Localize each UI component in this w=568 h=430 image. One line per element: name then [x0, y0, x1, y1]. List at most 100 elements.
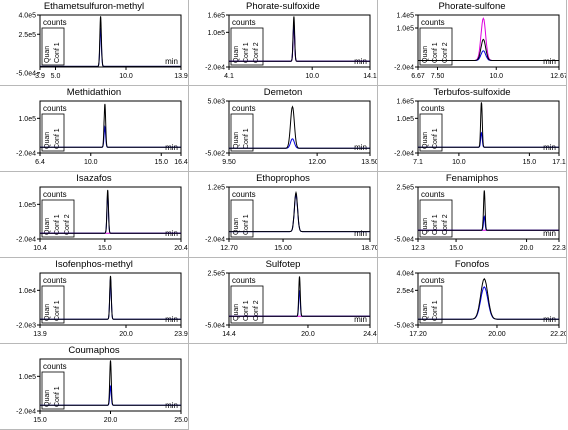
x-tick-label: 10.0: [84, 159, 98, 166]
counts-label: counts: [421, 18, 445, 27]
chromatogram-panel: Ethoprophos 1.2e5 -2.0e4 12.70 15.00 18.70 cou…: [189, 172, 378, 258]
y-tick-label: 1.2e5: [207, 185, 225, 192]
x-tick-label: 5.0: [51, 73, 61, 80]
legend-entry: Conf 1: [54, 42, 61, 63]
y-tick-label: 1.0e5: [18, 374, 36, 381]
chart-title: Coumaphos: [68, 345, 119, 356]
y-tick-label: 2.5e5: [207, 271, 225, 278]
trace-line: [229, 105, 370, 149]
x-tick-label: 13.50: [361, 159, 377, 166]
chromatogram-panel: Ethametsulfuron-methyl 4.0e5 2.5e5 -5.0e4 3.…: [0, 0, 189, 86]
legend-box: [41, 113, 65, 152]
legend-entry: Conf 1: [243, 300, 250, 321]
legend-box: [230, 285, 264, 324]
x-tick-label: 20.0: [301, 331, 315, 338]
y-tick-label: -5.0e3: [394, 323, 414, 330]
trace-line: [40, 189, 181, 234]
chromatogram-panel: Coumaphos 1.0e5 -2.0e4 15.0 20.0 25.0 counts Qu…: [0, 344, 189, 430]
chart-title: Terbufos-sulfoxide: [433, 87, 510, 98]
y-tick-label: -5.0e4: [394, 237, 414, 244]
legend-box: [41, 27, 65, 66]
y-tick-label: -2.0e4: [16, 237, 36, 244]
x-tick-label: 10.0: [305, 73, 319, 80]
x-tick-label: 10.4: [33, 245, 47, 252]
x-tick-label: 4.1: [224, 73, 234, 80]
x-tick-label: 15.00: [274, 245, 292, 252]
trace-line: [418, 190, 559, 231]
x-tick-label: 14.4: [222, 331, 236, 338]
y-tick-label: -2.0e4: [394, 65, 414, 72]
x-tick-label: 10.0: [452, 159, 466, 166]
x-tick-label: 12.00: [308, 159, 326, 166]
trace-line: [40, 16, 181, 67]
x-tick-label: 7.50: [431, 73, 445, 80]
x-tick-label: 6.67: [411, 73, 425, 80]
legend-entry: Quan: [422, 46, 429, 63]
legend-entry: Quan: [44, 46, 51, 63]
chart-title: Phorate-sulfone: [438, 1, 505, 12]
x-tick-label: 20.0: [520, 245, 534, 252]
legend-box: [419, 113, 443, 152]
counts-label: counts: [43, 104, 67, 113]
trace-line: [418, 38, 559, 61]
x-tick-label: 22.20: [550, 331, 566, 338]
counts-label: counts: [43, 276, 67, 285]
x-tick-label: 15.0: [449, 245, 463, 252]
y-tick-label: 1.6e5: [396, 99, 414, 106]
trace-line: [418, 277, 559, 320]
min-label: min: [165, 57, 178, 66]
y-tick-label: -2.0e4: [205, 237, 225, 244]
chromatogram-panel: Methidathion 1.0e5 -2.0e4 6.4 10.0 15.0 16.4 co…: [0, 86, 189, 172]
x-tick-label: 18.70: [361, 245, 377, 252]
chromatogram-panel: Fenamiphos 2.5e5 -5.0e4 12.3 15.0 20.0 22.3 cou…: [378, 172, 567, 258]
x-tick-label: 10.0: [489, 73, 503, 80]
min-label: min: [354, 229, 367, 238]
x-tick-label: 17.20: [409, 331, 427, 338]
legend-box: [230, 27, 264, 66]
y-tick-label: -2.0e4: [205, 65, 225, 72]
chromatogram-panel: Demeton 5.0e3 -5.0e2 9.50 12.00 13.50 counts Qu…: [189, 86, 378, 172]
x-tick-label: 15.0: [154, 159, 168, 166]
x-tick-label: 7.1: [413, 159, 423, 166]
counts-label: counts: [43, 190, 67, 199]
trace-line: [418, 102, 559, 148]
legend-entry: Conf 1: [432, 214, 439, 235]
x-tick-label: 12.67: [550, 73, 566, 80]
x-tick-label: 6.4: [35, 159, 45, 166]
chart-title: Phorate-sulfoxide: [246, 1, 320, 12]
min-label: min: [543, 57, 556, 66]
legend-entry: Quan: [233, 132, 240, 149]
chromatogram-panel: Isazafos 1.0e5 -2.0e4 10.4 15.0 20.4 counts Qua…: [0, 172, 189, 258]
legend-entry: Conf 1: [54, 386, 61, 407]
y-tick-label: 2.5e5: [18, 32, 36, 39]
y-tick-label: -2.0e4: [394, 151, 414, 158]
x-tick-label: 3.9: [35, 73, 45, 80]
chromatogram-panel: Sulfotep 2.5e5 -5.0e4 14.4 20.0 24.4 counts Qua…: [189, 258, 378, 344]
legend-entry: Conf 1: [432, 300, 439, 321]
x-tick-label: 12.70: [220, 245, 238, 252]
chart-title: Methidathion: [67, 87, 121, 98]
counts-label: counts: [421, 190, 445, 199]
legend-box: [41, 371, 65, 410]
x-tick-label: 12.3: [411, 245, 425, 252]
chart-title: Fenamiphos: [446, 173, 499, 184]
chart-title: Fonofos: [455, 259, 490, 270]
legend-box: [419, 285, 443, 324]
x-tick-label: 23.9: [174, 331, 188, 338]
chart-title: Demeton: [264, 87, 303, 98]
y-tick-label: -5.0e4: [16, 70, 36, 77]
legend-entry: Conf 1: [432, 42, 439, 63]
chart-title: Sulfotep: [266, 259, 301, 270]
chart-title: Isazafos: [76, 173, 112, 184]
trace-line: [40, 360, 181, 406]
legend-entry: Quan: [44, 304, 51, 321]
y-tick-label: 1.0e5: [396, 26, 414, 33]
legend-entry: Conf 1: [54, 128, 61, 149]
legend-entry: Conf 1: [243, 128, 250, 149]
x-tick-label: 9.50: [222, 159, 236, 166]
